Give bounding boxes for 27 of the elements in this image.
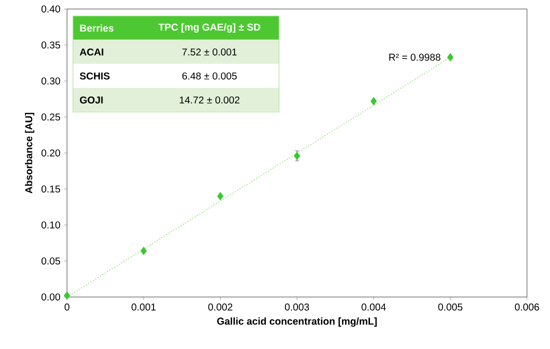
annotation: 7.52 ± 0.001 <box>182 48 237 56</box>
annotation: ACAI <box>80 48 104 56</box>
y-tick-label: 0.30 <box>41 77 60 85</box>
y-tick-label: 0.20 <box>41 149 60 157</box>
y-tick-label: 0.35 <box>41 41 60 49</box>
y-tick-label: 0.15 <box>41 185 60 193</box>
annotation: 6.48 ± 0.005 <box>182 72 237 80</box>
annotation: 14.72 ± 0.002 <box>180 96 240 104</box>
y-axis-title: Absorbance [AU] <box>24 112 34 194</box>
annotation: GOJI <box>80 96 103 104</box>
x-tick-label: 0 <box>64 304 70 311</box>
x-tick-label: 0.005 <box>438 304 462 311</box>
y-tick-label: 0.10 <box>41 221 60 229</box>
x-tick-label: 0.001 <box>132 304 156 311</box>
y-tick-label: 0.40 <box>41 5 60 13</box>
annotation: Berries <box>80 24 114 32</box>
x-tick-label: 0.003 <box>284 304 310 311</box>
y-tick-label: 0.00 <box>41 293 60 301</box>
annotation: TPC [mg GAE/g] ± SD <box>158 23 260 33</box>
x-tick-label: 0.004 <box>362 304 386 311</box>
y-tick-label: 0.25 <box>41 113 60 121</box>
x-axis-title: Gallic acid concentration [mg/mL] <box>217 317 377 327</box>
x-tick-label: 0.006 <box>514 304 540 311</box>
x-tick-label: 0.002 <box>208 304 232 311</box>
annotation: R² = 0.9988 <box>389 54 440 61</box>
annotation: SCHIS <box>80 72 110 80</box>
y-tick-label: 0.05 <box>41 257 60 265</box>
